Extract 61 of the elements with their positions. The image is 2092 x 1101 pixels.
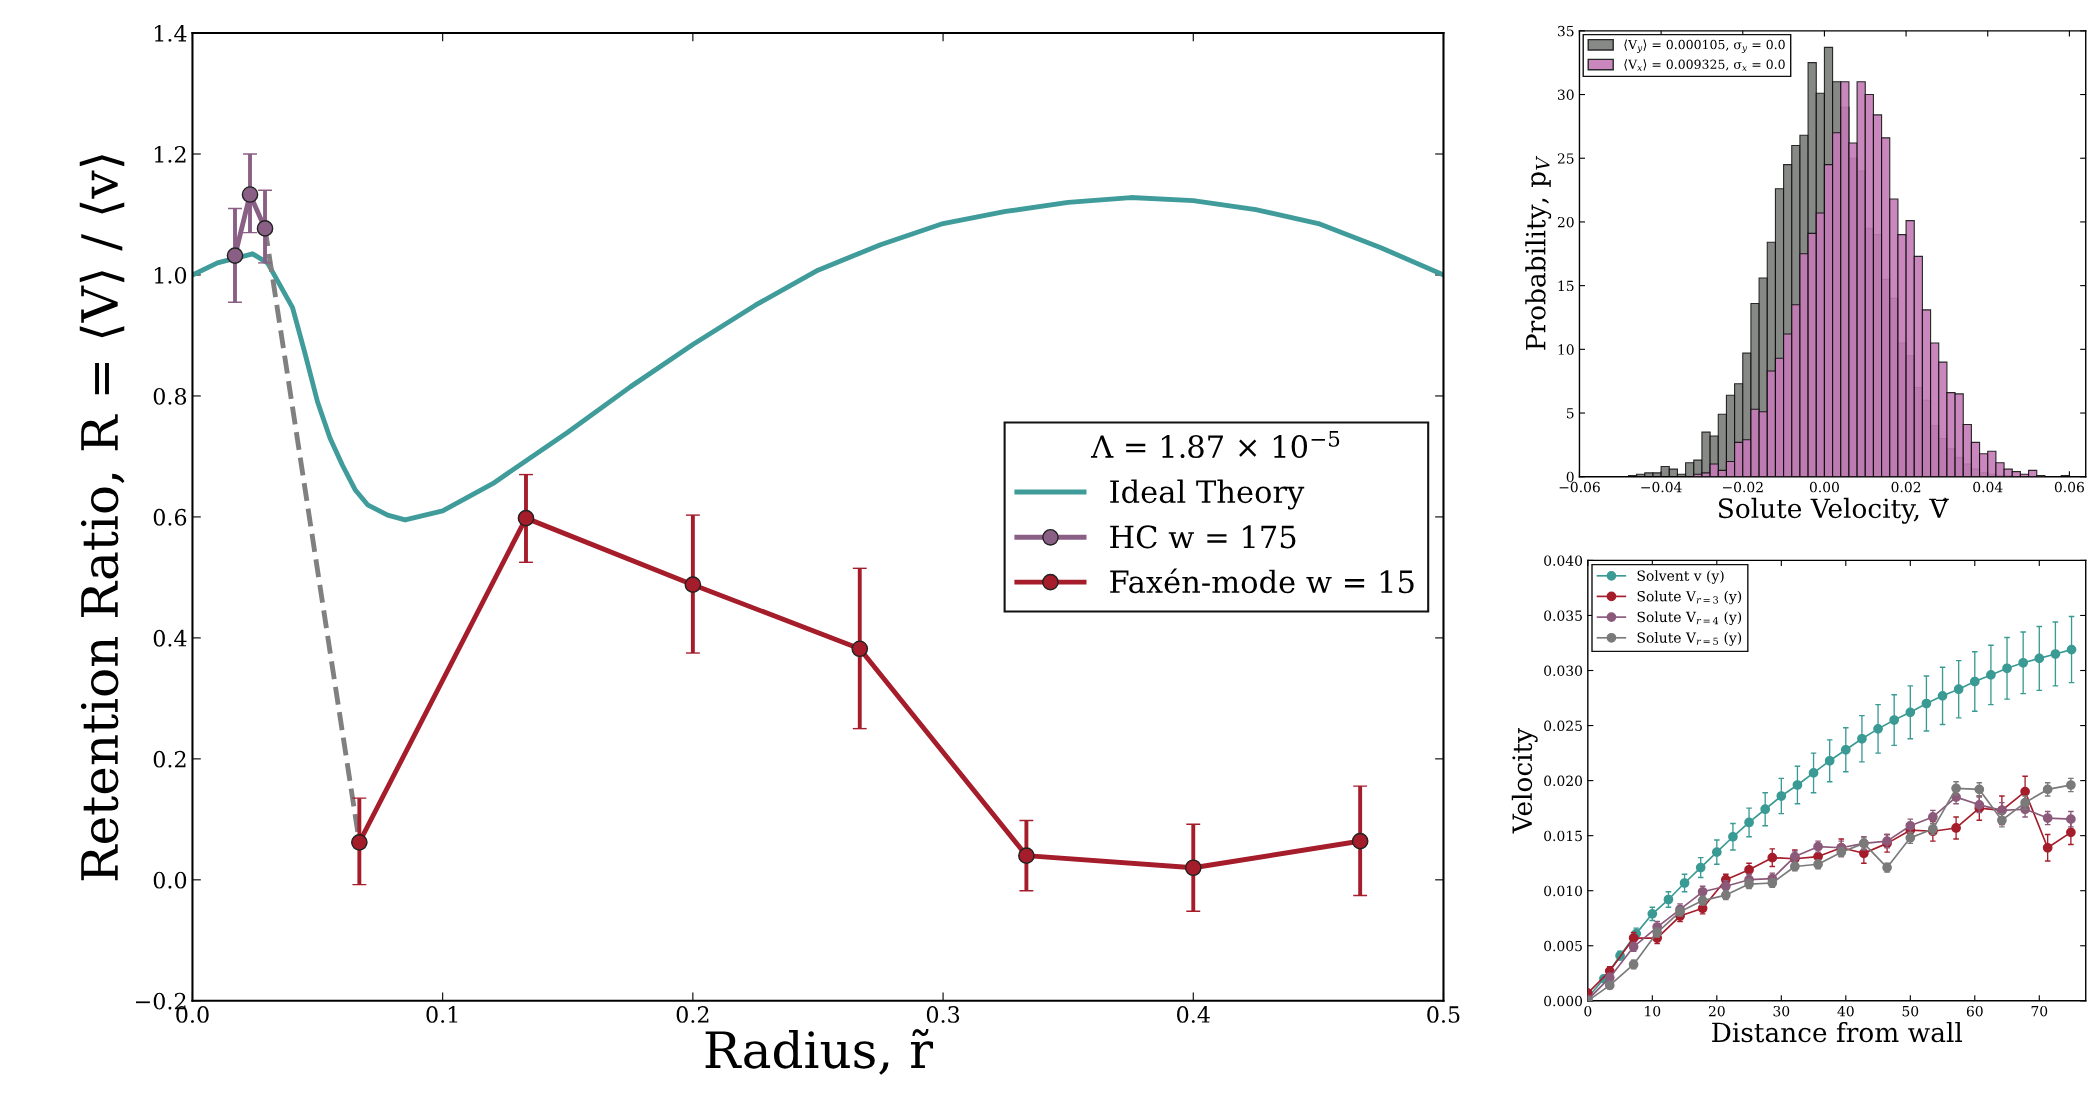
y-tick-label: 1.0 [154,266,187,284]
y-axis-title: Velocity [1511,728,1538,834]
y-tick-label: 0.6 [153,508,187,526]
y-tick-label: 0.040 [1544,555,1583,566]
y-tick-label: 0.015 [1544,830,1582,842]
y-tick-label: 0.0 [153,871,187,889]
y-tick-label: 0 [1566,471,1574,483]
y-tick-label: 0.020 [1544,775,1583,787]
x-tick-label: 0.1 [426,1006,458,1023]
x-tick-label: −0.06 [1559,481,1600,493]
y-tick-label: 1.2 [154,145,186,163]
y-tick-label: 0.8 [153,387,187,405]
x-tick-label: 10 [1645,1005,1661,1017]
y-tick-label: 0.2 [153,750,186,768]
x-tick-label: 60 [1966,1005,1983,1017]
x-tick-label: 0.3 [926,1006,960,1023]
x-tick-label: 0.04 [1973,481,2003,493]
x-tick-label: 70 [2031,1005,2048,1017]
x-axis-title: Distance from wall [1712,1021,1963,1043]
y-tick-label: 25 [1557,153,1574,164]
legend-label: Solute V$_{r=4}$ (y) [1637,611,1742,626]
x-tick-label: −0.02 [1722,481,1763,493]
x-tick-label: 50 [1902,1005,1919,1017]
x-tick-label: 0.02 [1891,481,1921,493]
y-tick-label: 0.025 [1544,720,1582,732]
legend-label: HC w = 175 [1110,525,1296,549]
y-tick-label: 1.4 [154,24,187,42]
y-tick-label: 0.010 [1544,885,1583,897]
x-tick-label: 0.5 [1427,1006,1460,1023]
x-tick-label: 0.00 [1809,481,1839,493]
y-tick-label: 0.035 [1544,610,1582,621]
legend-label: ⟨V$_{y}$⟩ = 0.000105, σ$_{y}$ = 0.0 [1624,39,1785,53]
y-tick-label: 15 [1558,280,1574,292]
x-tick-label: 0.2 [676,1006,709,1023]
y-tick-label: 10 [1558,344,1574,355]
y-tick-label: 0.005 [1544,940,1582,952]
y-axis-title: Retention Ratio, R = ⟨V⟩ / ⟨v⟩ [79,155,125,881]
y-tick-label: 35 [1557,25,1574,37]
legend-label: Solvent v (y) [1637,570,1724,584]
x-tick-label: 0 [1584,1005,1592,1017]
x-tick-label: 30 [1773,1005,1790,1017]
x-tick-label: −0.04 [1641,481,1682,493]
x-tick-label: 20 [1708,1005,1725,1017]
legend-label: Solute V$_{r=3}$ (y) [1637,590,1742,605]
y-axis-title: Probability, p$_{V}$ [1525,155,1552,350]
legend-label: Faxén-mode w = 15 [1110,568,1414,594]
legend-label: ⟨V$_{x}$⟩ = 0.009325, σ$_{x}$ = 0.0 [1624,59,1785,71]
x-axis-title: Radius, r̃ [705,1029,934,1075]
x-tick-label: 0.06 [2054,481,2084,493]
legend-label: Ideal Theory [1110,479,1305,510]
x-axis-title: Solute Velocity, V⃗ [1718,497,1949,524]
x-tick-label: 40 [1837,1005,1854,1017]
y-tick-label: 0.4 [153,629,187,647]
y-tick-label: 5 [1566,408,1574,419]
legend-title: Λ = 1.87 × 10$^{−5}$ [1090,430,1340,459]
legend-label: Solute V$_{r=5}$ (y) [1637,632,1742,646]
y-tick-label: 0.000 [1544,995,1583,1007]
x-tick-label: 0.4 [1177,1006,1210,1023]
y-tick-label: 30 [1557,89,1574,100]
y-tick-label: 0.030 [1544,665,1583,676]
y-tick-label: 20 [1557,216,1574,228]
